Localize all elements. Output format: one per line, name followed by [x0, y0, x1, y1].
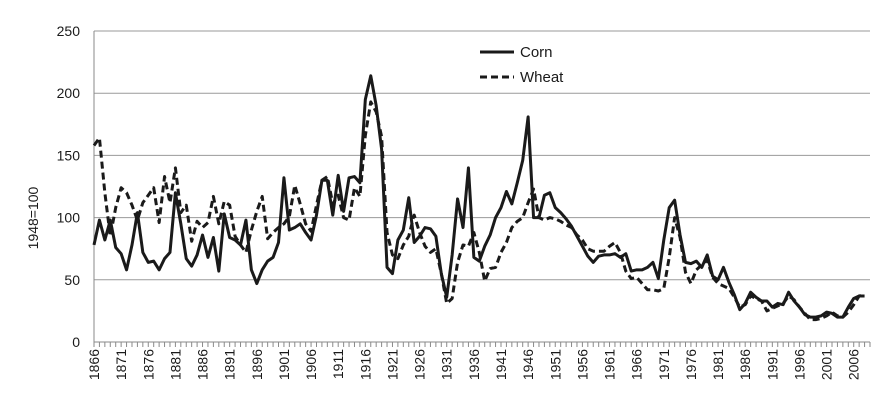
y-tick-label: 200 [57, 85, 81, 101]
x-tick-label: 1911 [330, 349, 346, 379]
x-tick-label: 1926 [412, 349, 428, 380]
x-tick-label: 1896 [249, 349, 265, 380]
x-tick-label: 1961 [602, 349, 618, 380]
x-tick-label: 1986 [737, 349, 753, 380]
x-tick-label: 2001 [819, 349, 835, 380]
series-line-corn [92, 74, 865, 319]
x-tick-label: 1976 [683, 349, 699, 380]
legend-label-wheat: Wheat [520, 69, 564, 86]
series-lines [92, 74, 865, 322]
x-tick-label: 2006 [846, 349, 862, 380]
y-tick-label: 250 [57, 23, 81, 39]
x-tick-label: 1941 [493, 349, 509, 380]
x-tick-label: 1946 [520, 349, 536, 380]
y-tick-label: 100 [57, 210, 81, 226]
x-tick-label: 1886 [195, 349, 211, 380]
y-tick-label: 0 [72, 334, 80, 350]
x-tick-label: 1916 [357, 349, 373, 380]
x-tick-label: 1876 [140, 349, 156, 380]
y-tick-label: 50 [64, 272, 80, 288]
x-tick-label: 1931 [439, 349, 455, 380]
legend: Corn Wheat [480, 44, 564, 86]
axes [93, 31, 871, 347]
x-tick-label: 1871 [113, 349, 129, 380]
x-tick-label: 1981 [710, 349, 726, 380]
y-axis-title: 1948=100 [25, 186, 41, 249]
x-tick-label: 1921 [384, 349, 400, 380]
x-tick-label: 1971 [656, 349, 672, 380]
gridlines [94, 30, 870, 281]
x-tick-label: 1901 [276, 349, 292, 380]
x-tick-label: 1991 [764, 349, 780, 380]
x-tick-label: 1996 [791, 349, 807, 380]
x-tick-label: 1881 [167, 349, 183, 380]
x-tick-label: 1956 [574, 349, 590, 380]
x-axis-tick-labels: 1866 1871 1876 1881 1886 1891 1896 1901 1906 1911… [86, 349, 862, 380]
y-axis-tick-labels: 0 50 100 150 200 250 [57, 23, 81, 350]
series-line-wheat [92, 100, 865, 322]
y-tick-label: 150 [57, 147, 81, 163]
x-tick-label: 1891 [222, 349, 238, 380]
x-tick-label: 1906 [303, 349, 319, 380]
x-tick-label: 1951 [547, 349, 563, 380]
x-tick-label: 1966 [629, 349, 645, 380]
x-tick-label: 1936 [466, 349, 482, 380]
x-tick-label: 1866 [86, 349, 102, 380]
legend-label-corn: Corn [520, 44, 553, 61]
